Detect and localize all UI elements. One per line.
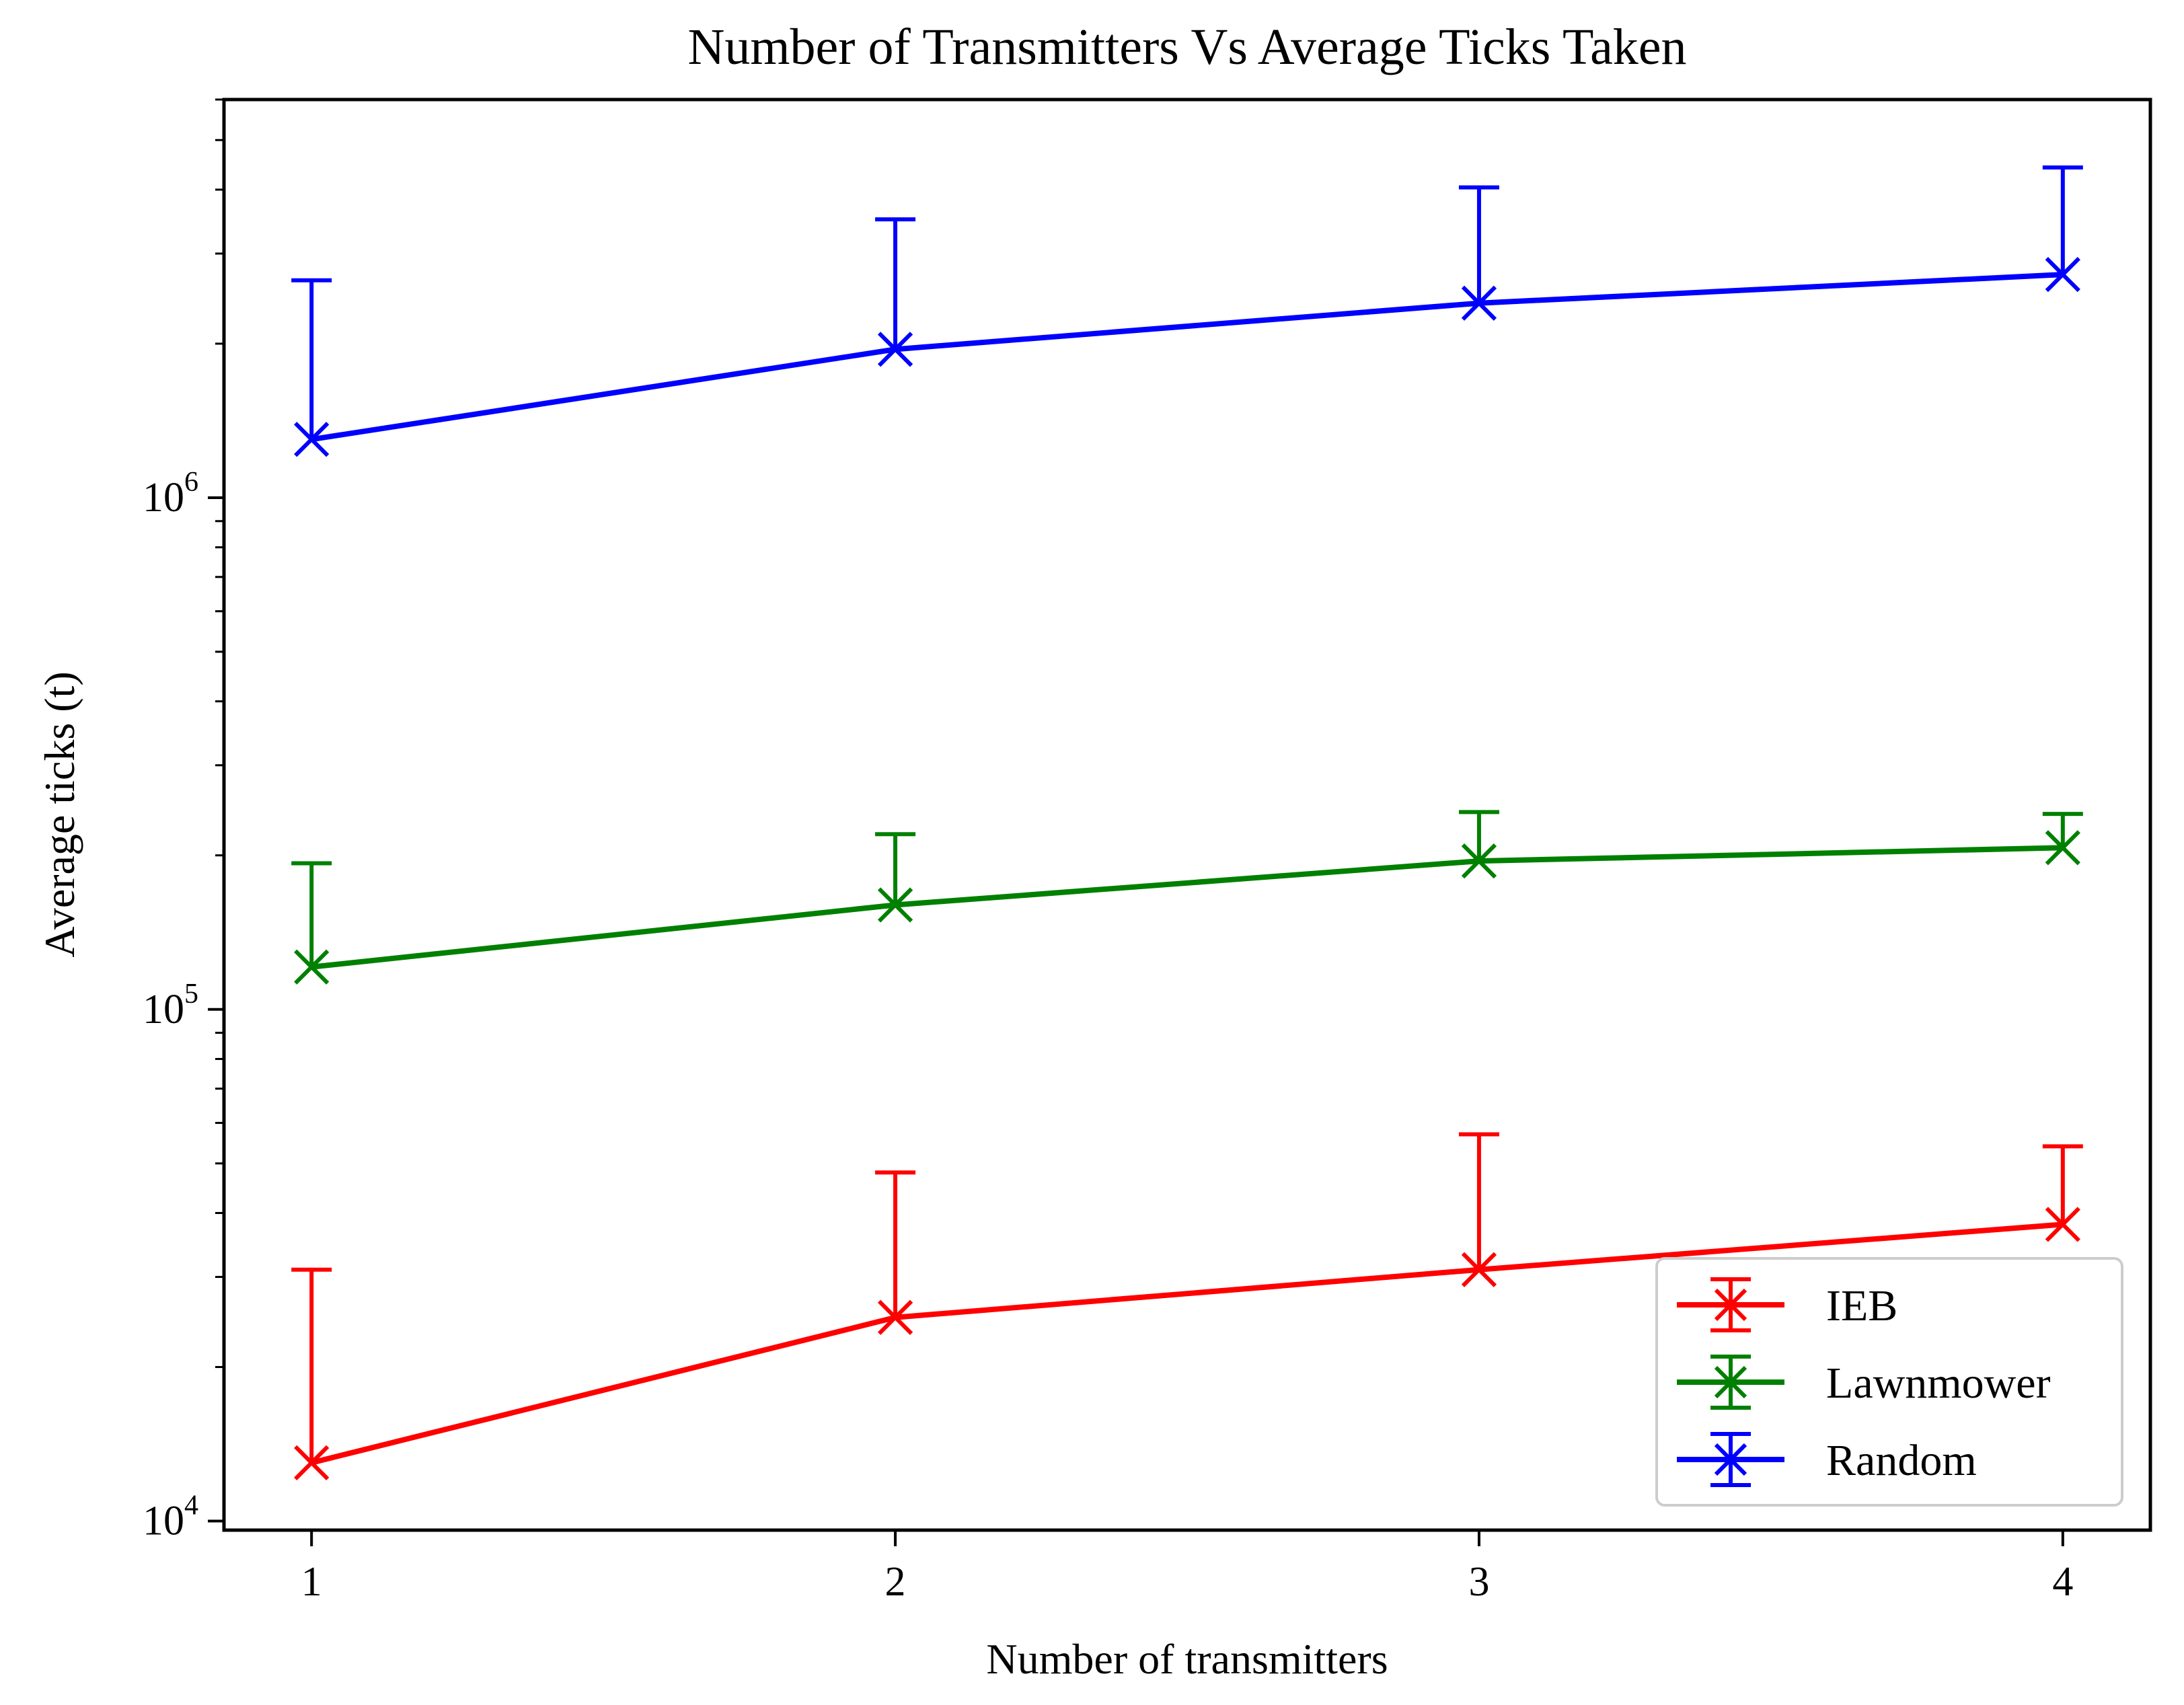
data-point — [1461, 285, 1497, 321]
x-ticks: 1 2 3 4 — [301, 1530, 2073, 1605]
legend-label: Lawnmower — [1826, 1359, 2051, 1408]
x-tick-label: 1 — [301, 1559, 322, 1605]
legend-frame — [1655, 1257, 2123, 1507]
series-line — [311, 1221, 2064, 1466]
y-tick-label: 105 — [143, 979, 198, 1032]
data-point — [294, 1445, 330, 1480]
y-axis-label: Average ticks (t) — [36, 671, 83, 957]
data-point — [1461, 843, 1497, 879]
legend-label: Random — [1826, 1436, 1977, 1485]
x-tick-label: 4 — [2052, 1559, 2073, 1605]
plot-frame — [222, 98, 2152, 1532]
data-point — [2045, 1207, 2080, 1242]
y-tick-exponent: 4 — [184, 1490, 198, 1521]
y-tick-base: 10 — [143, 1499, 184, 1544]
data-point — [294, 949, 330, 985]
chart-title: Number of Transmitters Vs Average Ticks … — [687, 19, 1686, 75]
series-line — [311, 845, 2063, 970]
y-tick-base: 10 — [143, 475, 184, 521]
legend-item-lawnmower: Lawnmower — [1677, 1355, 2051, 1410]
y-tick-exponent: 5 — [184, 979, 198, 1010]
legend-marker — [1714, 1443, 1747, 1476]
y-tick-label: 106 — [143, 467, 198, 521]
x-tick-label: 2 — [885, 1559, 906, 1605]
series-ieb — [291, 1132, 2083, 1480]
legend-marker — [1714, 1365, 1747, 1399]
x-axis-label: Number of transmitters — [986, 1635, 1388, 1683]
legend-item-random: Random — [1677, 1432, 1977, 1487]
data-point — [877, 332, 913, 367]
data-point — [1461, 1252, 1497, 1287]
legend-label: IEB — [1826, 1281, 1897, 1330]
series-line — [311, 272, 2064, 443]
data-point — [294, 422, 330, 457]
x-tick-label: 3 — [1468, 1559, 1489, 1605]
series-random — [291, 165, 2083, 457]
series-group — [291, 165, 2083, 1480]
data-point — [877, 887, 913, 923]
data-point — [2045, 257, 2080, 293]
y-tick-label: 104 — [143, 1490, 198, 1544]
series-lawnmower — [291, 810, 2083, 985]
y-tick-exponent: 6 — [184, 467, 198, 498]
data-point — [2045, 830, 2080, 866]
legend-item-ieb: IEB — [1677, 1277, 1897, 1332]
legend: IEB Lawnmower Random — [1655, 1257, 2123, 1507]
y-tick-base: 10 — [143, 987, 184, 1032]
legend-marker — [1714, 1288, 1747, 1322]
data-point — [877, 1299, 913, 1335]
